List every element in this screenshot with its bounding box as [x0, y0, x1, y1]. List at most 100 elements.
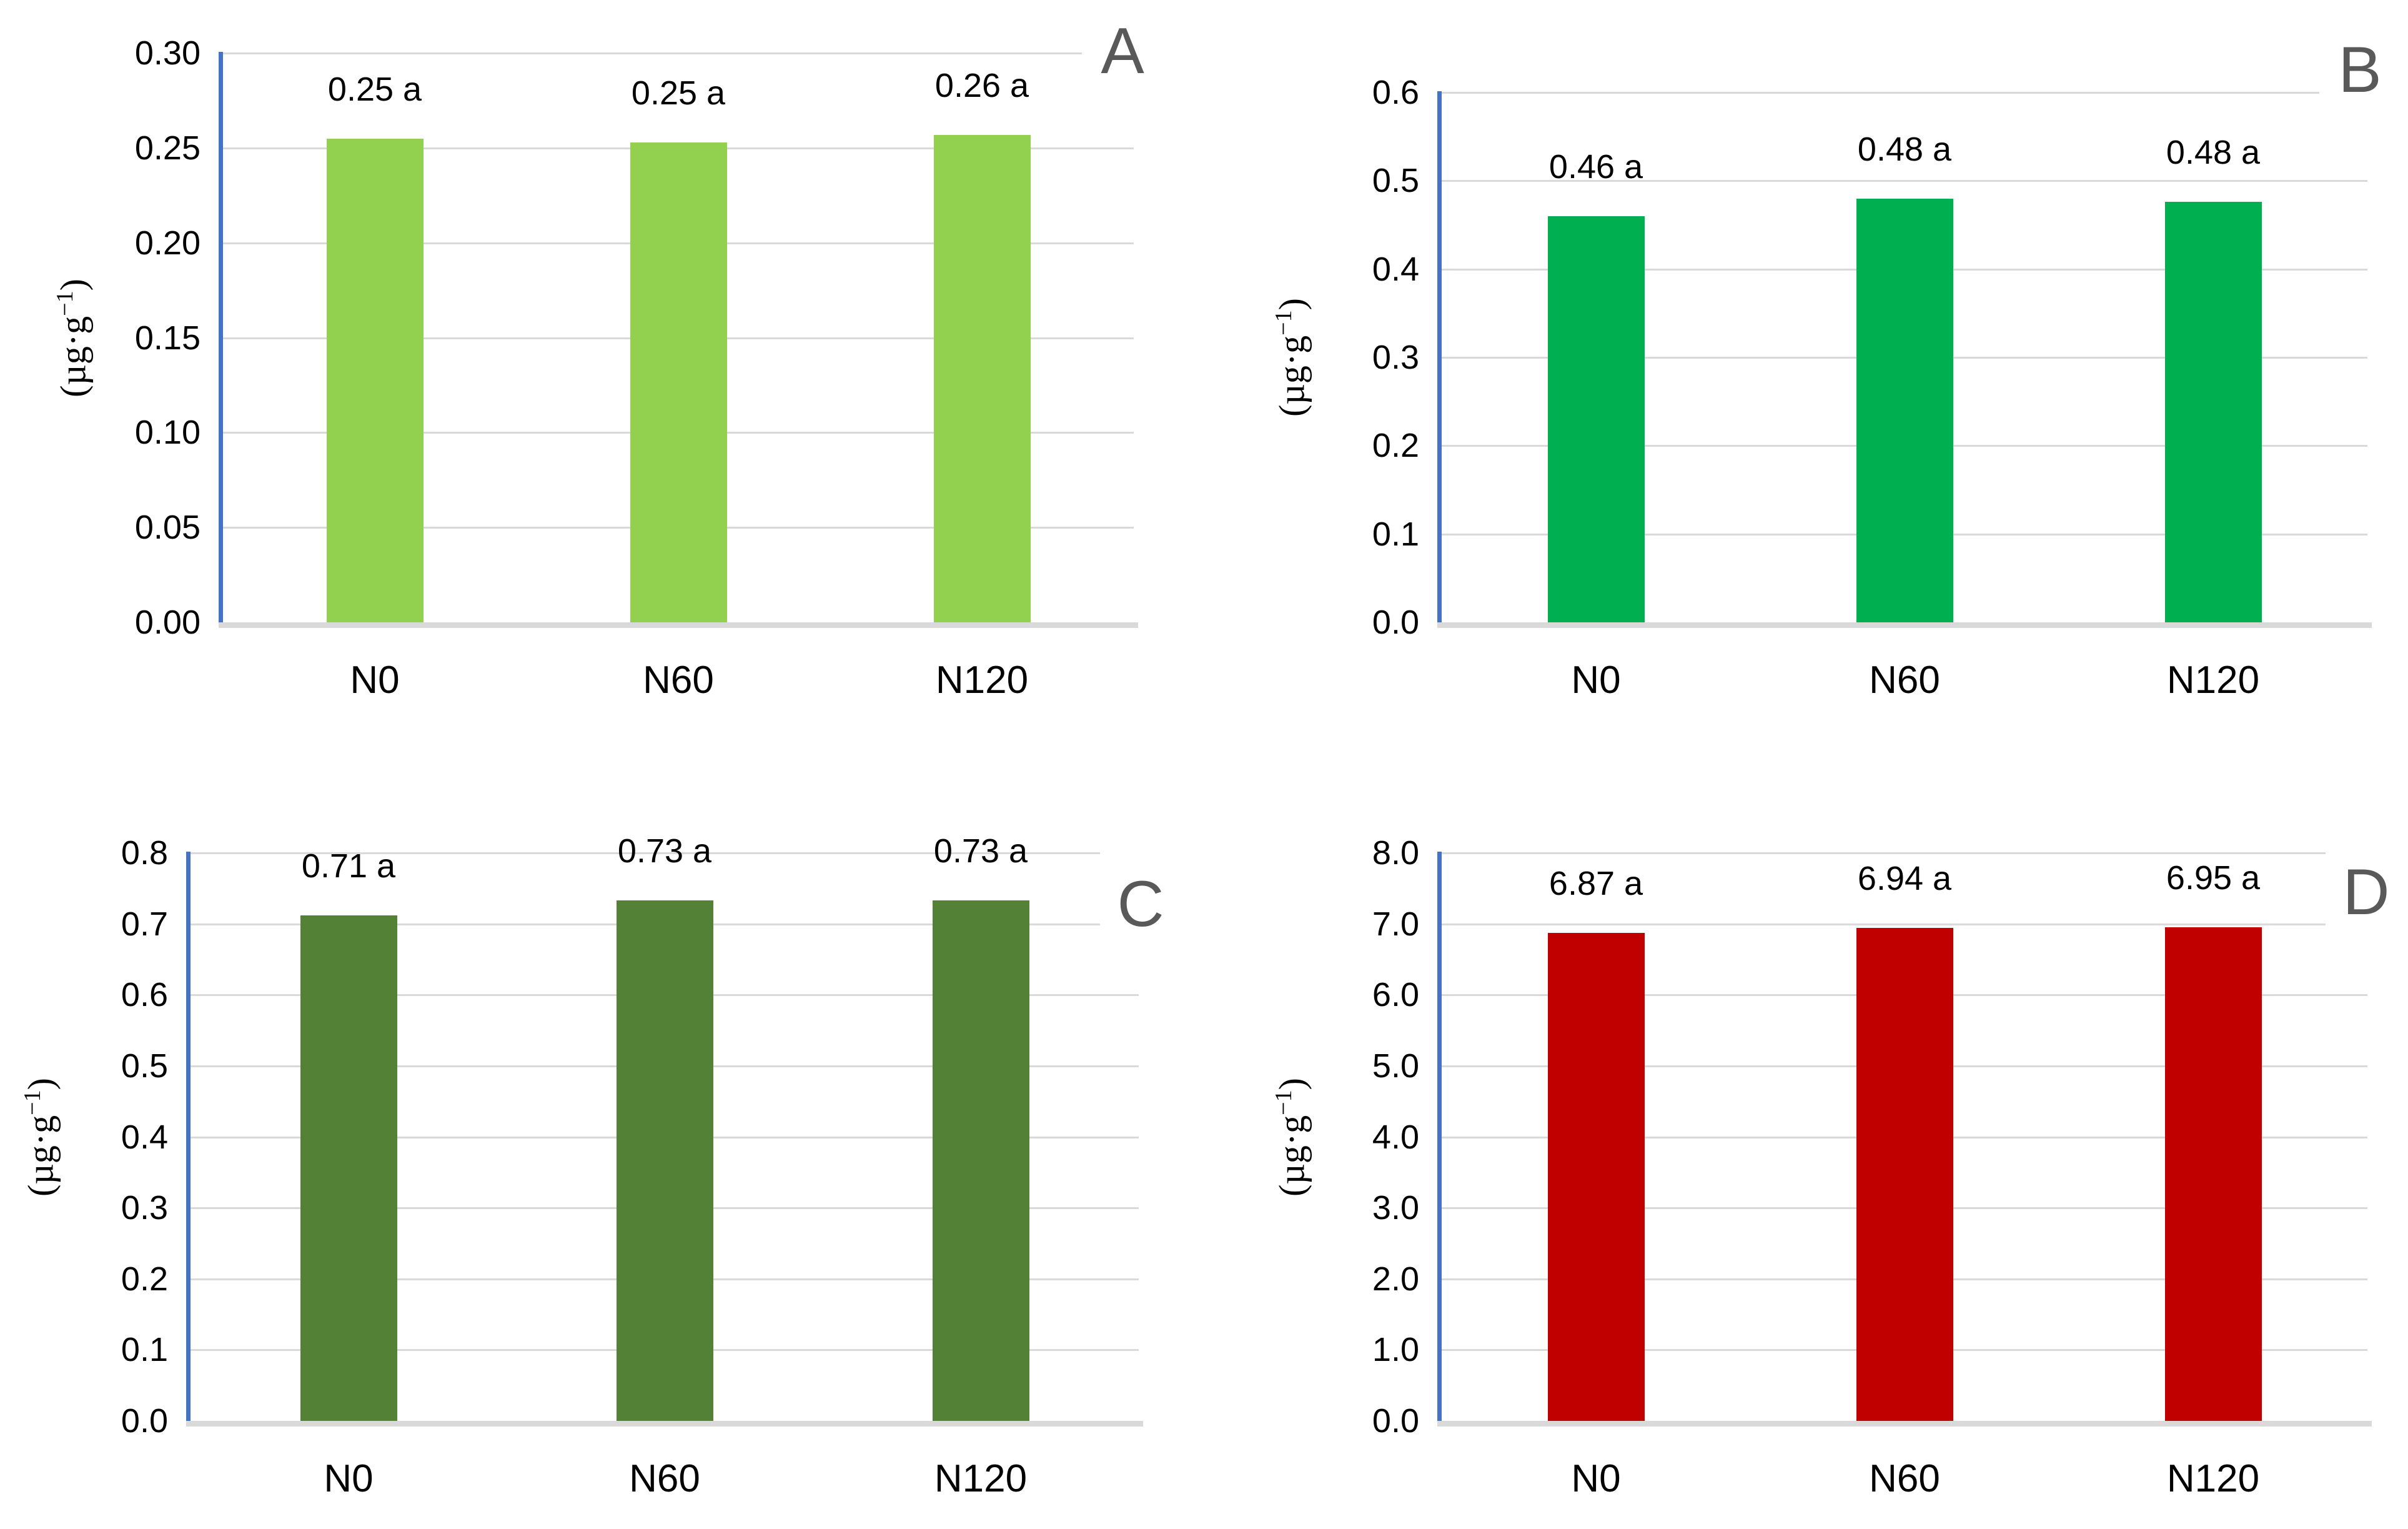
panel-letter: D: [2326, 833, 2407, 952]
gridline: [1442, 852, 2367, 854]
y-tick-label: 0.30: [134, 34, 201, 72]
bar-value-label: 0.48 a: [2166, 134, 2261, 171]
y-axis-title: (µg·g−1): [11, 919, 61, 1356]
y-axis-title: (µg·g−1): [43, 119, 93, 557]
y-axis-title: (µg·g−1): [1262, 139, 1312, 576]
x-category-label: N60: [629, 1457, 700, 1500]
bar-value-label: 0.46 a: [1548, 148, 1643, 186]
bar-value-label: 0.25 a: [327, 71, 422, 108]
gridline: [223, 52, 1134, 54]
bar-value-label: 6.95 a: [2166, 859, 2261, 897]
y-tick-label: 4.0: [1372, 1118, 1419, 1156]
bar-n60: [1856, 199, 1953, 622]
panel-letter: C: [1100, 845, 1181, 964]
y-tick-label: 7.0: [1372, 905, 1419, 943]
gridline: [1442, 92, 2367, 94]
y-tick-label: 0.00: [134, 604, 201, 641]
y-tick-label: 0.3: [121, 1189, 168, 1227]
y-tick-label: 0.05: [134, 509, 201, 547]
y-axis-line: [219, 52, 223, 624]
bar-n60: [630, 142, 727, 622]
gridline: [1442, 923, 2367, 925]
y-tick-label: 0.1: [121, 1331, 168, 1369]
x-category-label: N0: [1571, 659, 1621, 702]
bar-n0: [1548, 216, 1645, 622]
y-axis-title: (µg·g−1): [1262, 919, 1312, 1356]
y-axis-title-text: (µg·g: [20, 1115, 61, 1197]
bar-value-label: 0.48 a: [1857, 131, 1952, 168]
y-axis-line: [186, 852, 191, 1422]
y-tick-label: 8.0: [1372, 834, 1419, 872]
y-axis-title-suffix: ): [1271, 1077, 1312, 1090]
y-tick-label: 3.0: [1372, 1189, 1419, 1227]
x-axis-line: [1437, 1421, 2372, 1427]
bar-value-label: 0.73 a: [617, 832, 712, 870]
x-axis-line: [219, 622, 1138, 628]
y-tick-label: 0.0: [121, 1402, 168, 1440]
y-tick-label: 0.1: [1372, 515, 1419, 553]
bar-value-label: 6.94 a: [1857, 860, 1952, 897]
y-axis-title-suffix: ): [52, 278, 94, 291]
bar-n0: [1548, 933, 1645, 1421]
y-tick-label: 0.0: [1372, 1402, 1419, 1440]
x-axis-line: [186, 1421, 1143, 1427]
x-axis-line: [1437, 622, 2372, 628]
y-axis-line: [1437, 852, 1442, 1422]
bar-n0: [300, 915, 397, 1421]
bar-n120: [2165, 927, 2262, 1421]
bar-n120: [2165, 202, 2262, 622]
x-category-label: N120: [2166, 1457, 2260, 1500]
bar-value-label: 0.25 a: [631, 74, 726, 112]
y-axis-title-text: (µg·g: [52, 316, 94, 397]
y-axis-title-superscript: −1: [19, 1089, 46, 1115]
panel-letter: B: [2319, 11, 2401, 129]
y-axis-title-suffix: ): [1271, 298, 1312, 311]
bar-n0: [327, 139, 424, 622]
bar-n60: [1856, 928, 1953, 1421]
x-category-label: N0: [350, 659, 400, 702]
x-category-label: N60: [1869, 659, 1940, 702]
y-tick-label: 6.0: [1372, 976, 1419, 1014]
gridline: [191, 852, 1139, 854]
y-tick-label: 0.4: [1372, 250, 1419, 288]
y-axis-title-text: (µg·g: [1271, 335, 1312, 417]
y-tick-label: 0.10: [134, 414, 201, 452]
x-category-label: N0: [324, 1457, 374, 1500]
y-tick-label: 0.20: [134, 224, 201, 262]
y-tick-label: 0.2: [1372, 427, 1419, 465]
y-tick-label: 0.8: [121, 834, 168, 872]
y-tick-label: 0.7: [121, 905, 168, 943]
y-tick-label: 0.5: [121, 1047, 168, 1085]
bar-value-label: 0.26 a: [934, 67, 1029, 104]
y-tick-label: 0.3: [1372, 339, 1419, 376]
bar-n120: [934, 135, 1031, 622]
panel-letter: A: [1082, 0, 1163, 111]
y-axis-title-text: (µg·g: [1271, 1115, 1312, 1197]
gridline: [1442, 180, 2367, 182]
y-tick-label: 1.0: [1372, 1331, 1419, 1369]
bar-value-label: 0.73 a: [933, 832, 1028, 870]
x-category-label: N120: [934, 1457, 1028, 1500]
bar-value-label: 6.87 a: [1548, 865, 1643, 902]
x-category-label: N60: [643, 659, 714, 702]
x-category-label: N120: [935, 659, 1029, 702]
bar-value-label: 0.71 a: [301, 847, 396, 885]
y-axis-title-superscript: −1: [1271, 310, 1297, 336]
y-axis-title-suffix: ): [20, 1077, 61, 1090]
y-tick-label: 0.6: [121, 976, 168, 1014]
x-category-label: N0: [1571, 1457, 1621, 1500]
y-tick-label: 0.5: [1372, 162, 1419, 200]
y-tick-label: 0.4: [121, 1118, 168, 1156]
y-axis-line: [1437, 91, 1442, 624]
y-tick-label: 0.6: [1372, 74, 1419, 111]
y-tick-label: 0.15: [134, 319, 201, 357]
y-tick-label: 2.0: [1372, 1260, 1419, 1298]
bar-n60: [617, 900, 713, 1421]
x-category-label: N120: [2166, 659, 2260, 702]
bar-n120: [933, 900, 1029, 1421]
y-axis-title-superscript: −1: [52, 290, 78, 316]
x-category-label: N60: [1869, 1457, 1940, 1500]
y-tick-label: 5.0: [1372, 1047, 1419, 1085]
y-tick-label: 0.0: [1372, 604, 1419, 641]
